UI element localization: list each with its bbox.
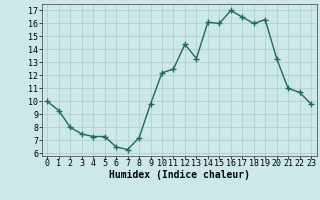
X-axis label: Humidex (Indice chaleur): Humidex (Indice chaleur) — [109, 170, 250, 180]
